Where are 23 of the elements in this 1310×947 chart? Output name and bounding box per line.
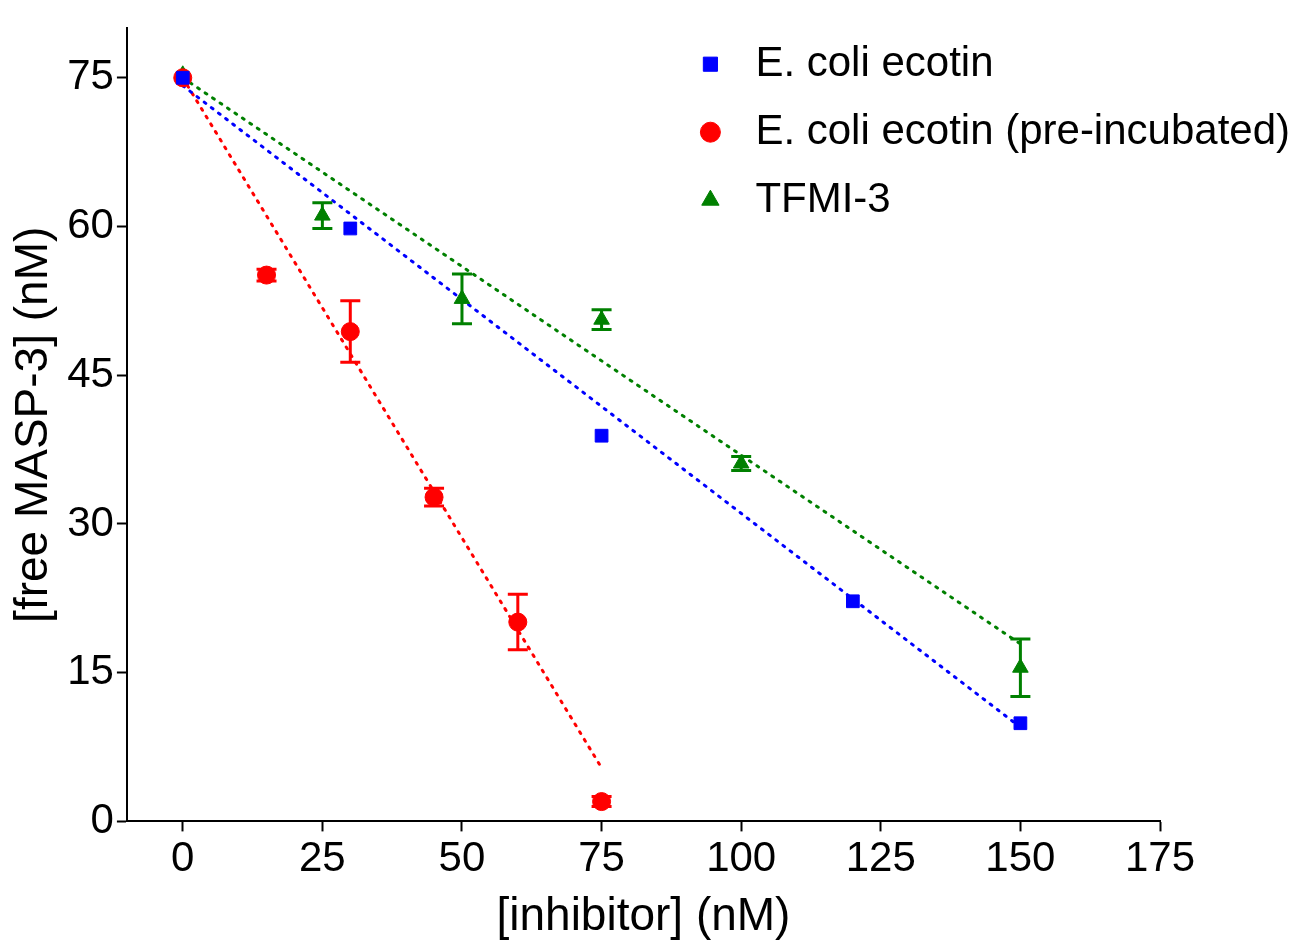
x-tick-label: 75 (578, 833, 625, 881)
x-axis-title: [inhibitor] (nM) (496, 888, 791, 941)
point (594, 428, 609, 443)
y-tick-label: 15 (67, 646, 114, 694)
y-tick-label: 0 (90, 794, 114, 842)
x-tick-label: 150 (985, 833, 1056, 881)
point (846, 594, 860, 609)
y-axis-title: [free MASP-3] (nM) (5, 226, 58, 623)
x-tick-label: 100 (706, 833, 777, 881)
point (1013, 716, 1028, 731)
legend-label: E. coli ecotin (755, 37, 994, 85)
y-tick-label: 75 (67, 51, 114, 99)
x-tick-label: 175 (1124, 833, 1196, 881)
x-tick-label: 50 (438, 833, 486, 881)
y-tick-label: 60 (67, 200, 114, 248)
x-tick-label: 0 (171, 833, 195, 881)
y-tick-label: 30 (67, 497, 114, 545)
point (343, 221, 358, 236)
x-tick-label: 125 (845, 833, 916, 881)
legend-label: E. coli ecotin (pre-incubated) (755, 105, 1291, 153)
x-tick-label: 25 (299, 833, 346, 881)
legend-label: TFMI-3 (755, 173, 891, 221)
y-tick-label: 45 (67, 348, 114, 396)
